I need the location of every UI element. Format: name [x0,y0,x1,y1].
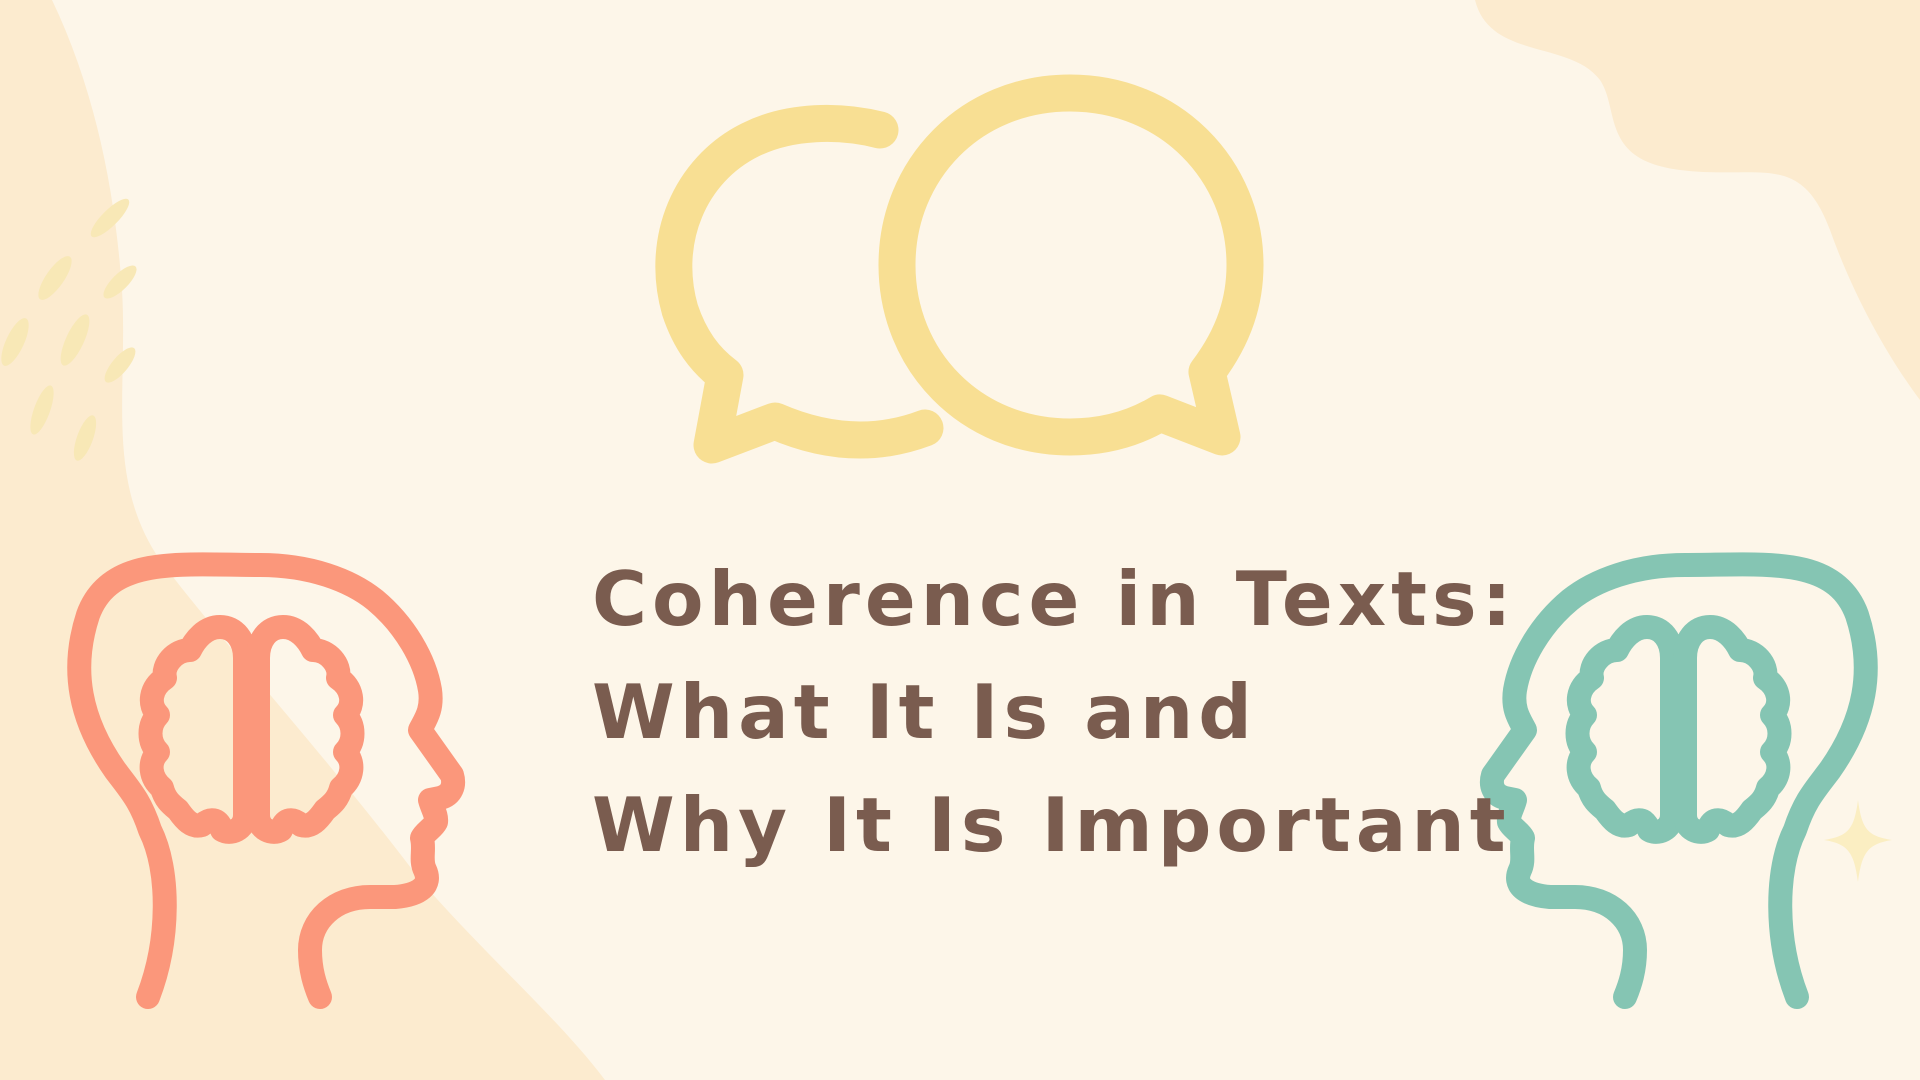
small-bubble [655,104,944,464]
right-background-blob [1475,0,1920,400]
brain-outline [138,615,257,844]
head-outline [1479,552,1878,1009]
leaf-marks [1,198,137,461]
brain-right-lobe [246,615,365,844]
brain-right-lobe [1673,615,1792,844]
title-line-1: Coherence in Texts: [592,555,1517,643]
sparkle-icon [1824,800,1892,882]
head-outline [67,552,466,1009]
brain-outline [1565,615,1684,844]
title-line-3: Why It Is Important [592,781,1511,869]
large-bubble [878,74,1264,456]
title-line-2: What It Is and [592,668,1257,756]
page-title: Coherence in Texts: What It Is and Why I… [592,543,1517,882]
